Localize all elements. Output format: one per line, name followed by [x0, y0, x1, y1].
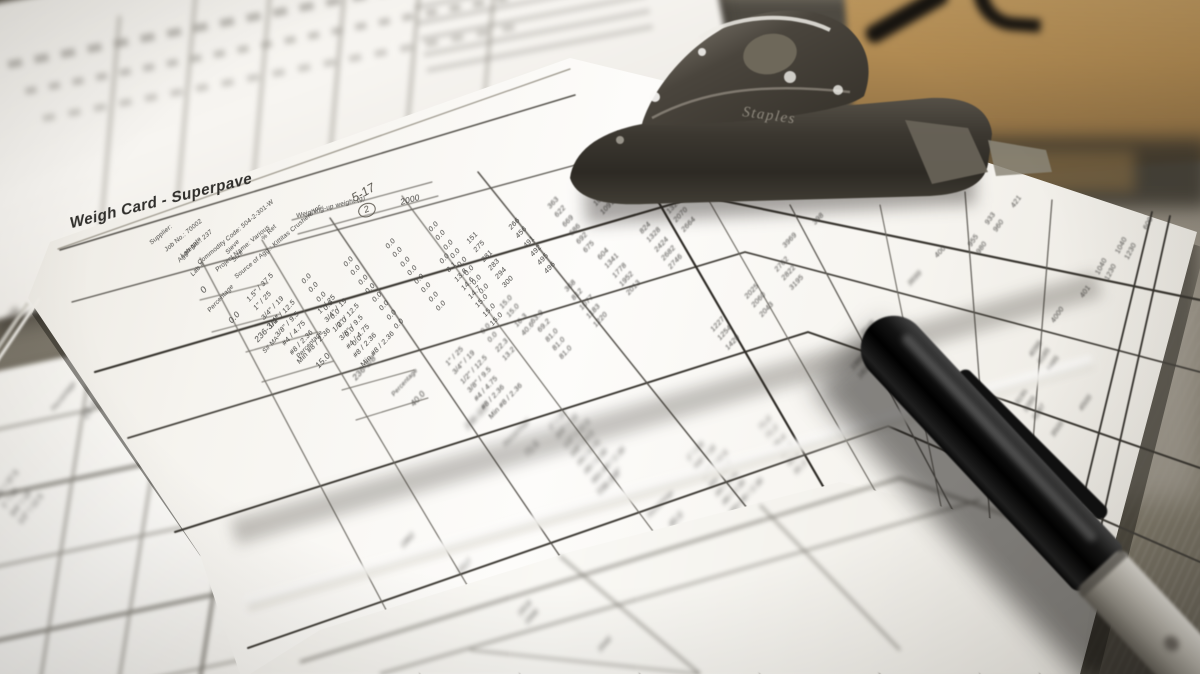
- clip-brand-text: Staples: [741, 104, 797, 127]
